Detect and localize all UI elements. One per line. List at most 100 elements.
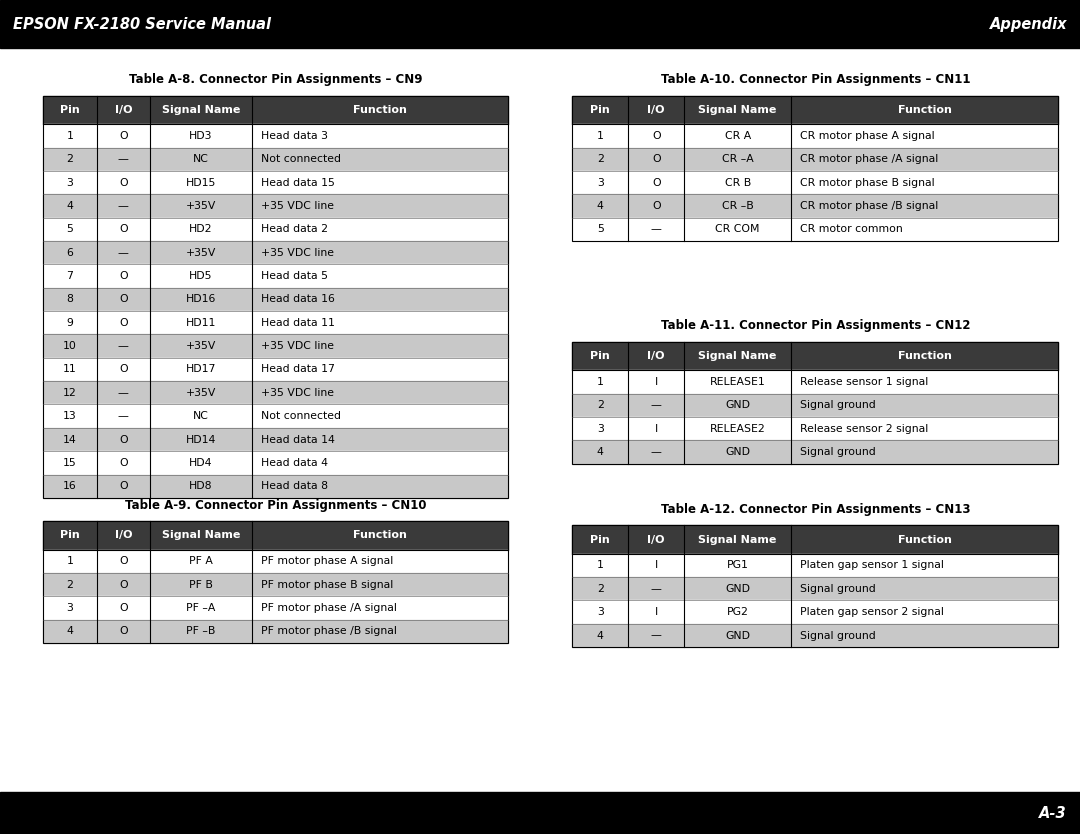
Text: I/O: I/O — [648, 351, 665, 361]
Text: 10: 10 — [63, 341, 77, 351]
Text: 11: 11 — [63, 364, 77, 374]
Text: 5: 5 — [597, 224, 604, 234]
Text: —: — — [651, 631, 662, 641]
Text: 4: 4 — [67, 626, 73, 636]
Text: O: O — [119, 271, 127, 281]
Text: GND: GND — [725, 447, 751, 457]
Bar — [572, 417, 1058, 440]
Text: HD14: HD14 — [186, 435, 216, 445]
Text: CR –A: CR –A — [721, 154, 754, 164]
Text: 3: 3 — [67, 178, 73, 188]
Text: PF –A: PF –A — [187, 603, 216, 613]
Bar — [43, 96, 508, 498]
Text: I/O: I/O — [114, 105, 132, 115]
Text: —: — — [651, 584, 662, 594]
Text: O: O — [119, 626, 127, 636]
Bar — [43, 404, 508, 428]
Text: Release sensor 2 signal: Release sensor 2 signal — [800, 424, 928, 434]
Text: 2: 2 — [597, 584, 604, 594]
Bar — [572, 148, 1058, 171]
Text: 12: 12 — [63, 388, 77, 398]
Text: Signal Name: Signal Name — [699, 351, 777, 361]
Text: Head data 17: Head data 17 — [260, 364, 335, 374]
Text: O: O — [119, 481, 127, 491]
Bar — [43, 96, 508, 124]
Text: NC: NC — [193, 154, 210, 164]
Text: CR motor phase /A signal: CR motor phase /A signal — [800, 154, 939, 164]
Text: I: I — [654, 377, 658, 387]
Text: Function: Function — [353, 105, 407, 115]
Text: Table A-9. Connector Pin Assignments – CN10: Table A-9. Connector Pin Assignments – C… — [124, 499, 427, 512]
Text: 4: 4 — [67, 201, 73, 211]
Text: —: — — [118, 201, 129, 211]
Text: 7: 7 — [67, 271, 73, 281]
Text: A-3: A-3 — [1039, 806, 1067, 821]
Text: CR COM: CR COM — [715, 224, 760, 234]
Bar — [572, 96, 1058, 241]
Text: 16: 16 — [63, 481, 77, 491]
Text: Table A-11. Connector Pin Assignments – CN12: Table A-11. Connector Pin Assignments – … — [661, 319, 970, 333]
Bar — [43, 241, 508, 264]
Bar — [43, 521, 508, 550]
Text: 5: 5 — [67, 224, 73, 234]
Text: I: I — [654, 607, 658, 617]
Text: Platen gap sensor 2 signal: Platen gap sensor 2 signal — [800, 607, 944, 617]
Bar — [572, 194, 1058, 218]
Text: CR B: CR B — [725, 178, 751, 188]
Text: Head data 4: Head data 4 — [260, 458, 327, 468]
Text: —: — — [118, 388, 129, 398]
Text: Head data 14: Head data 14 — [260, 435, 335, 445]
Bar — [572, 124, 1058, 148]
Bar — [43, 381, 508, 404]
Text: 3: 3 — [597, 178, 604, 188]
Text: Head data 11: Head data 11 — [260, 318, 335, 328]
Bar — [43, 573, 508, 596]
Text: +35 VDC line: +35 VDC line — [260, 248, 334, 258]
Text: Head data 8: Head data 8 — [260, 481, 327, 491]
Text: Head data 15: Head data 15 — [260, 178, 335, 188]
Bar — [43, 124, 508, 148]
Text: Pin: Pin — [60, 105, 80, 115]
Text: HD15: HD15 — [186, 178, 216, 188]
Text: RELEASE2: RELEASE2 — [710, 424, 766, 434]
Text: Head data 3: Head data 3 — [260, 131, 327, 141]
Text: Signal Name: Signal Name — [699, 535, 777, 545]
Text: 2: 2 — [67, 154, 73, 164]
Text: I/O: I/O — [648, 535, 665, 545]
Text: Head data 16: Head data 16 — [260, 294, 335, 304]
Text: GND: GND — [725, 584, 751, 594]
Text: Function: Function — [897, 105, 951, 115]
Bar — [43, 596, 508, 620]
Bar — [43, 451, 508, 475]
Bar — [43, 171, 508, 194]
Text: O: O — [119, 294, 127, 304]
Text: —: — — [651, 447, 662, 457]
Text: Signal Name: Signal Name — [699, 105, 777, 115]
Text: —: — — [651, 400, 662, 410]
Text: O: O — [652, 201, 661, 211]
Bar — [43, 334, 508, 358]
Text: CR –B: CR –B — [721, 201, 754, 211]
Text: O: O — [652, 131, 661, 141]
Text: Function: Function — [897, 351, 951, 361]
Text: HD17: HD17 — [186, 364, 216, 374]
Text: PF motor phase /B signal: PF motor phase /B signal — [260, 626, 396, 636]
Bar — [572, 370, 1058, 394]
Text: Table A-10. Connector Pin Assignments – CN11: Table A-10. Connector Pin Assignments – … — [661, 73, 970, 87]
Text: O: O — [119, 318, 127, 328]
Text: 1: 1 — [67, 131, 73, 141]
Text: CR motor common: CR motor common — [800, 224, 903, 234]
Text: Signal ground: Signal ground — [800, 584, 876, 594]
Text: 1: 1 — [67, 556, 73, 566]
Text: Appendix: Appendix — [989, 17, 1067, 32]
Text: NC: NC — [193, 411, 210, 421]
Text: I/O: I/O — [114, 530, 132, 540]
Text: 6: 6 — [67, 248, 73, 258]
Text: PF B: PF B — [189, 580, 213, 590]
Text: Head data 2: Head data 2 — [260, 224, 327, 234]
Text: +35 VDC line: +35 VDC line — [260, 341, 334, 351]
Text: GND: GND — [725, 631, 751, 641]
Bar — [572, 394, 1058, 417]
Text: Platen gap sensor 1 signal: Platen gap sensor 1 signal — [800, 560, 944, 570]
Text: 8: 8 — [67, 294, 73, 304]
